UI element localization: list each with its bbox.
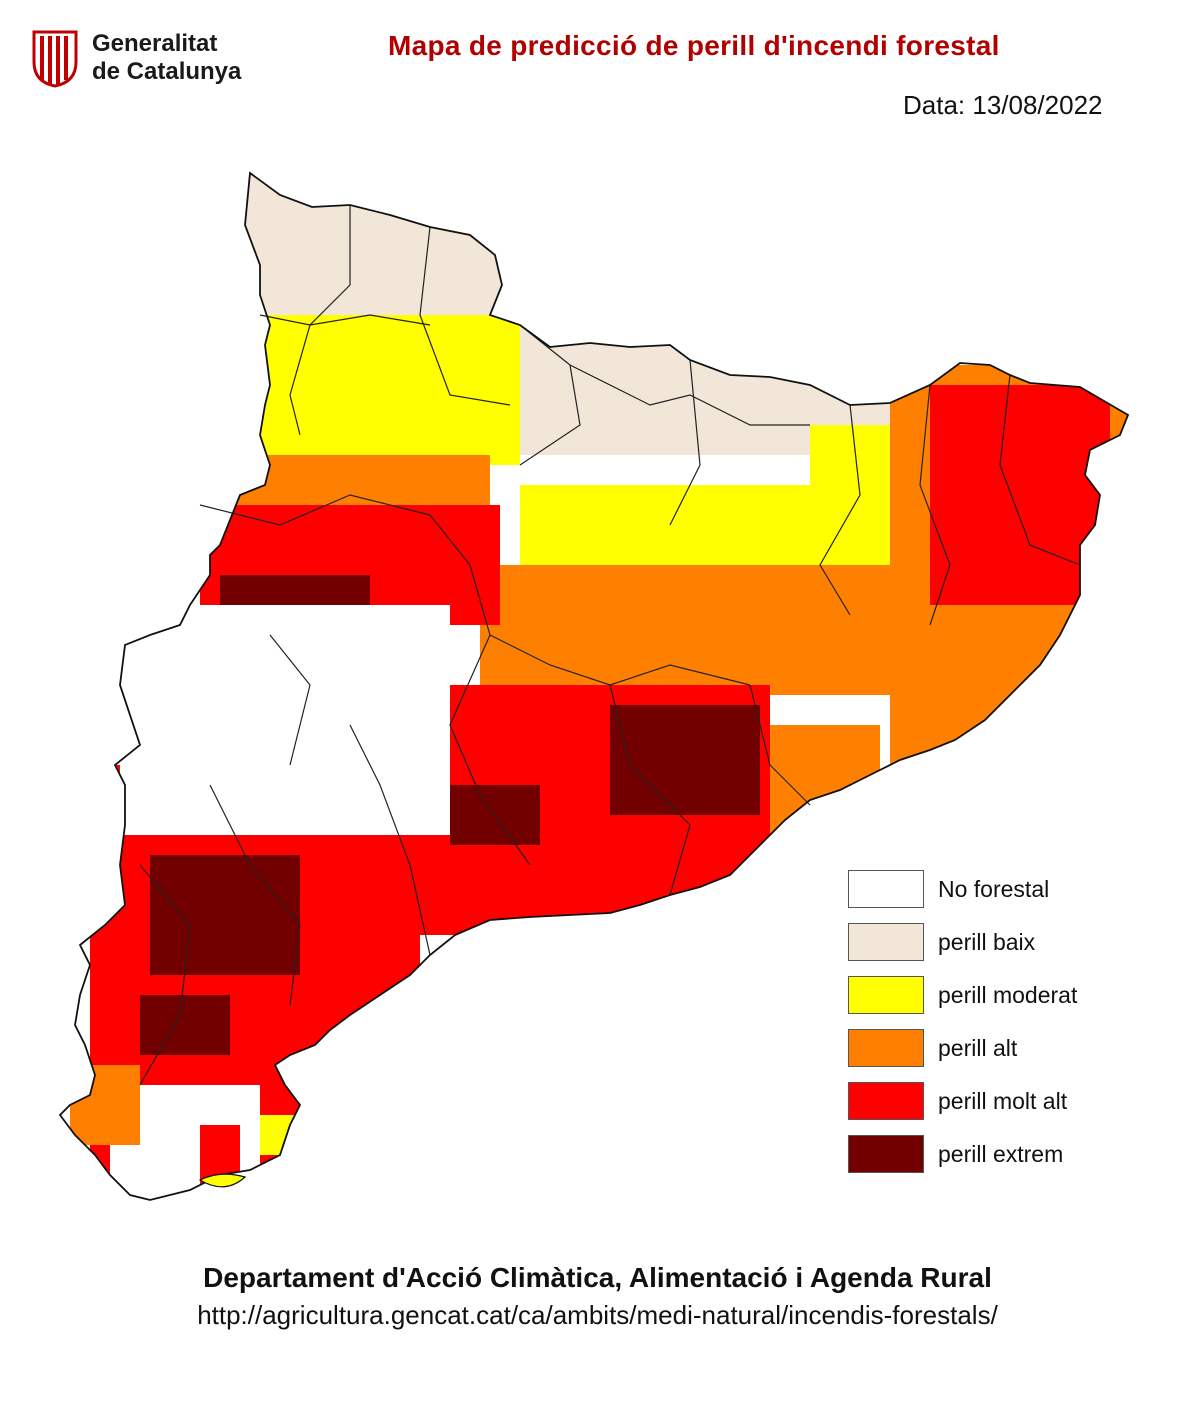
- zone-moderate-west: [250, 315, 520, 465]
- zone-very-high-northeast: [930, 385, 1110, 605]
- legend-swatch: [848, 923, 924, 961]
- senyera-shield-icon: [32, 30, 78, 88]
- delta-tip: [198, 1173, 247, 1188]
- zone-extreme-central: [610, 705, 760, 815]
- legend-label: No forestal: [938, 876, 1050, 902]
- org-line-2: de Catalunya: [92, 58, 242, 85]
- zone-extreme-south-2: [140, 995, 230, 1055]
- department-name: Departament d'Acció Climàtica, Alimentac…: [203, 1262, 992, 1293]
- legend-swatch: [848, 870, 924, 908]
- map-date: Data: 13/08/2022: [903, 90, 1103, 120]
- legend-swatch: [848, 976, 924, 1014]
- zone-extreme-south: [150, 855, 300, 975]
- org-line-1: Generalitat: [92, 30, 218, 57]
- zone-non-forest-plain: [120, 605, 450, 835]
- organization-name: Generalitat de Catalunya: [92, 30, 241, 86]
- legend-item-perill-alt: perill alt: [848, 1029, 1168, 1069]
- legend-swatch: [848, 1082, 924, 1120]
- catalonia-fire-risk-map: [58, 171, 1130, 1201]
- legend-item-perill-extrem: perill extrem: [848, 1135, 1168, 1175]
- legend-label: perill alt: [938, 1035, 1018, 1061]
- county-borders: [139, 205, 1081, 1086]
- legend-item-no-forestal: No forestal: [848, 870, 1168, 910]
- legend-swatch: [848, 1135, 924, 1173]
- legend-label: perill extrem: [938, 1141, 1064, 1167]
- source-url[interactable]: http://agricultura.gencat.cat/ca/ambits/…: [197, 1300, 998, 1330]
- legend-swatch: [848, 1029, 924, 1067]
- zone-high-southwest: [70, 1065, 140, 1145]
- legend-label: perill molt alt: [938, 1088, 1068, 1114]
- legend-item-perill-baix: perill baix: [848, 923, 1168, 963]
- catalonia-outline: [58, 171, 1130, 1201]
- zone-high-central: [480, 565, 940, 695]
- legend-item-perill-moderat: perill moderat: [848, 976, 1168, 1016]
- legend-label: perill moderat: [938, 982, 1078, 1008]
- map-title: Mapa de predicció de perill d'incendi fo…: [388, 30, 1000, 61]
- legend-label: perill baix: [938, 929, 1036, 955]
- generalitat-logo: Generalitat de Catalunya: [30, 28, 280, 92]
- legend-item-perill-molt-alt: perill molt alt: [848, 1082, 1168, 1122]
- zone-moderate-delta: [260, 1115, 300, 1155]
